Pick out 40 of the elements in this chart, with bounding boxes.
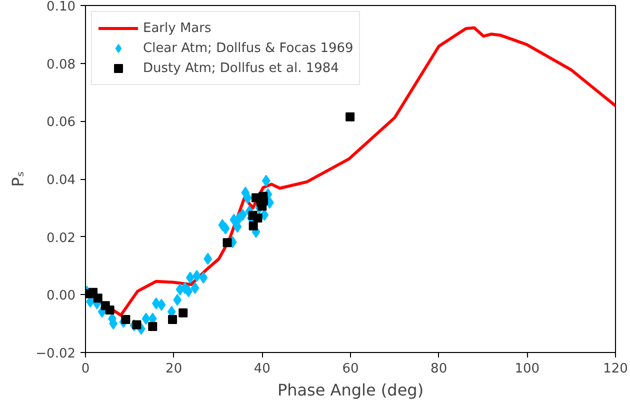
point xyxy=(248,221,258,230)
point xyxy=(132,320,142,330)
x-tick-label: 20 xyxy=(166,362,182,376)
x-axis-title: Phase Angle (deg) xyxy=(277,380,424,400)
point xyxy=(93,294,102,303)
x-tick-label: 60 xyxy=(342,362,359,376)
x-tick-label: 120 xyxy=(603,362,628,376)
x-tick-label: 0 xyxy=(81,362,90,376)
point xyxy=(157,298,166,311)
point xyxy=(221,222,230,234)
legend-label: Dusty Atm; Dollfus et al. 1984 xyxy=(143,60,339,76)
point xyxy=(142,312,150,325)
y-tick-label: 0.02 xyxy=(46,230,76,246)
point xyxy=(148,322,158,331)
point xyxy=(168,315,178,324)
point xyxy=(253,214,262,223)
y-tick-label: 0.06 xyxy=(46,115,76,130)
x-tick-label: 40 xyxy=(254,362,270,376)
point xyxy=(346,112,355,122)
y-tick-label: 0.04 xyxy=(46,173,76,188)
point xyxy=(190,282,200,294)
point xyxy=(262,174,270,187)
point xyxy=(204,252,212,265)
point xyxy=(184,285,193,298)
y-tick-label: −0.02 xyxy=(36,346,76,362)
point xyxy=(222,238,232,248)
y-tick-label: 0.10 xyxy=(46,0,76,14)
point xyxy=(233,220,242,233)
x-tick-label: 100 xyxy=(514,362,540,376)
point xyxy=(199,272,208,284)
y-axis-title: Pₛ xyxy=(8,171,28,187)
y-tick-label: 0.08 xyxy=(46,57,76,72)
point xyxy=(105,305,114,314)
y-tick-label: 0.00 xyxy=(46,288,76,304)
legend-label: Early Mars xyxy=(143,20,212,36)
point xyxy=(178,308,188,318)
point xyxy=(121,315,130,324)
legend-label: Clear Atm; Dollfus & Focas 1969 xyxy=(143,40,354,56)
x-tick-label: 80 xyxy=(430,362,448,376)
point xyxy=(173,294,182,306)
